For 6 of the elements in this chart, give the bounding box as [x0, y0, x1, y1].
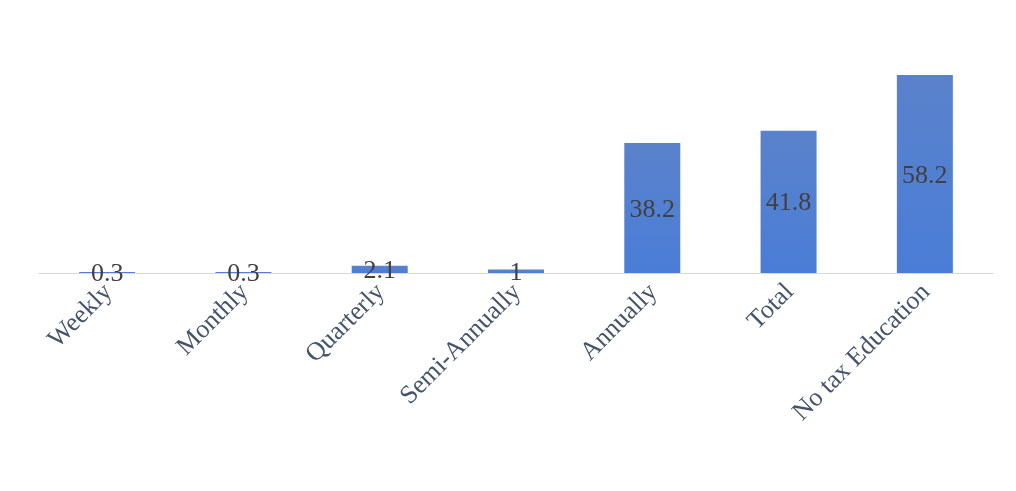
- data-label: 58.2: [902, 159, 948, 189]
- bar: [624, 143, 681, 273]
- bar: [896, 75, 953, 273]
- data-label: 41.8: [765, 187, 812, 217]
- data-label: 38.2: [629, 193, 676, 223]
- bar: [760, 130, 817, 273]
